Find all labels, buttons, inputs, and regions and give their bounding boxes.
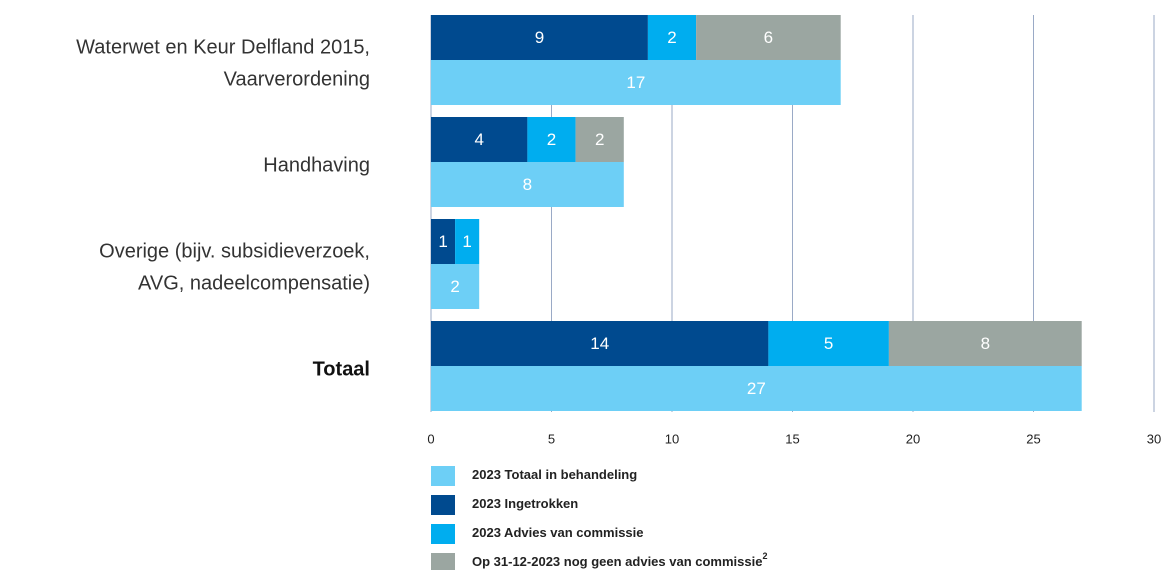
x-tick-label: 10 <box>665 431 679 446</box>
category-label: Overige (bijv. subsidieverzoek, <box>99 240 370 262</box>
value-label: 17 <box>626 73 645 92</box>
bar <box>575 117 624 162</box>
bar <box>431 264 480 309</box>
x-tick-label: 20 <box>906 431 920 446</box>
category-label: Totaal <box>313 358 370 380</box>
bar <box>431 15 648 60</box>
category-label: Vaarverordening <box>224 68 370 90</box>
value-label: 2 <box>547 130 556 149</box>
value-label: 8 <box>981 334 990 353</box>
bar <box>696 15 841 60</box>
legend-text: Op 31-12-2023 nog geen advies van commis… <box>472 554 762 569</box>
category-label: Waterwet en Keur Delfland 2015, <box>76 36 370 58</box>
footnote-ref: 2 <box>762 551 767 561</box>
legend-swatch <box>431 553 455 570</box>
value-label: 5 <box>824 334 833 353</box>
legend-label: 2023 Ingetrokken <box>472 496 578 511</box>
value-label: 2 <box>595 130 604 149</box>
value-label: 4 <box>474 130 483 149</box>
legend-swatch <box>431 466 455 486</box>
legend-label: 2023 Totaal in behandeling <box>472 467 637 482</box>
value-label: 6 <box>764 28 773 47</box>
legend-swatch <box>431 495 455 515</box>
value-label: 1 <box>438 232 447 251</box>
value-label: 9 <box>535 28 544 47</box>
legend-text: 2023 Totaal in behandeling <box>472 467 637 482</box>
bar <box>527 117 576 162</box>
value-label: 14 <box>590 334 609 353</box>
category-label: Handhaving <box>263 154 370 176</box>
bar <box>431 117 528 162</box>
legend-text: 2023 Ingetrokken <box>472 496 578 511</box>
legend-swatch <box>431 524 455 544</box>
bar <box>431 60 841 105</box>
value-label: 2 <box>667 28 676 47</box>
value-label: 27 <box>747 379 766 398</box>
bar <box>431 162 624 207</box>
value-label: 8 <box>523 175 532 194</box>
x-tick-label: 0 <box>427 431 434 446</box>
value-label: 1 <box>462 232 471 251</box>
bar <box>455 219 480 264</box>
bar <box>431 366 1082 411</box>
bar <box>888 321 1082 366</box>
legend-label: Op 31-12-2023 nog geen advies van commis… <box>472 551 767 569</box>
bar <box>647 15 697 60</box>
value-label: 2 <box>450 277 459 296</box>
legend-label: 2023 Advies van commissie <box>472 525 644 540</box>
category-label: AVG, nadeelcompensatie) <box>138 272 370 294</box>
bar <box>768 321 889 366</box>
x-tick-label: 15 <box>785 431 799 446</box>
x-tick-label: 25 <box>1026 431 1040 446</box>
legend-text: 2023 Advies van commissie <box>472 525 644 540</box>
bar <box>431 321 769 366</box>
bar <box>431 219 456 264</box>
x-tick-label: 5 <box>548 431 555 446</box>
x-tick-label: 30 <box>1147 431 1161 446</box>
